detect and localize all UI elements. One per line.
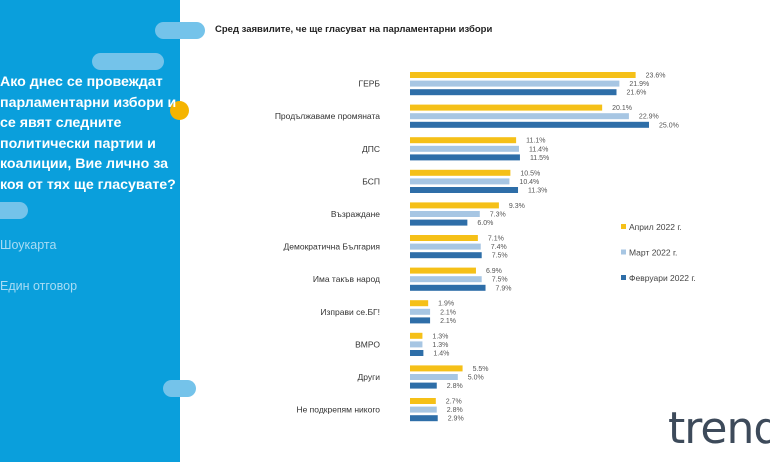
data-label: 7.3% xyxy=(490,212,506,219)
bar xyxy=(410,341,423,348)
category-label: ДПС xyxy=(362,144,380,154)
data-label: 10.5% xyxy=(520,170,540,177)
bar xyxy=(410,382,437,389)
data-label: 5.5% xyxy=(473,366,489,373)
category-label: Продължаваме промяната xyxy=(275,111,380,121)
data-label: 7.1% xyxy=(488,236,504,243)
meta-single-answer: Един отговор xyxy=(0,279,78,293)
bar xyxy=(410,121,649,128)
bar xyxy=(410,284,486,291)
data-label: 20.1% xyxy=(612,105,632,112)
data-label: 2.8% xyxy=(447,383,463,390)
bar xyxy=(410,374,458,380)
data-label: 11.3% xyxy=(528,188,547,195)
bar xyxy=(410,243,481,250)
bar xyxy=(410,317,431,324)
data-label: 6.9% xyxy=(486,268,502,275)
category-label: Не подкрепям никого xyxy=(296,405,380,415)
bar xyxy=(410,406,437,413)
data-label: 2.1% xyxy=(440,318,456,325)
data-label: 10.4% xyxy=(519,179,539,186)
decor-pill xyxy=(92,53,164,70)
bar xyxy=(410,235,478,241)
data-label: 7.5% xyxy=(492,253,508,260)
decor-pill xyxy=(0,202,28,219)
bar xyxy=(410,169,511,176)
bar xyxy=(410,113,629,120)
bar xyxy=(410,72,636,78)
bar xyxy=(410,350,424,356)
data-label: 21.6% xyxy=(626,90,646,97)
bar xyxy=(410,137,517,144)
data-label: 7.5% xyxy=(492,277,508,284)
category-label: Демократична България xyxy=(284,242,381,252)
category-label: Има такъв народ xyxy=(313,274,380,284)
decor-pill xyxy=(163,380,196,397)
question-text: Ако днес се провеждат парламентарни избо… xyxy=(0,74,177,193)
category-label: Изправи се.БГ! xyxy=(320,307,380,317)
bar xyxy=(410,300,429,307)
bar xyxy=(410,89,617,96)
data-label: 11.4% xyxy=(529,146,548,153)
decor-dot xyxy=(170,101,189,120)
bar xyxy=(410,308,431,315)
chart-title: Сред заявилите, че ще гласуват на парлам… xyxy=(215,24,493,35)
data-label: 11.5% xyxy=(530,155,549,162)
bar xyxy=(410,365,463,372)
bar xyxy=(410,154,520,161)
decor-pill xyxy=(155,22,205,39)
bar xyxy=(410,202,499,209)
bar xyxy=(410,187,519,193)
category-label: ГЕРБ xyxy=(358,79,380,89)
question-panel xyxy=(0,0,180,462)
data-label: 1.9% xyxy=(438,301,454,308)
legend-swatch xyxy=(621,249,626,255)
data-label: 21.9% xyxy=(629,81,649,88)
bar xyxy=(410,178,510,185)
data-label: 5.0% xyxy=(468,375,484,382)
bar xyxy=(410,211,480,217)
data-label: 7.4% xyxy=(491,244,507,251)
data-label: 1.3% xyxy=(432,342,448,349)
legend-swatch xyxy=(621,275,626,280)
legend-label: Февруари 2022 г. xyxy=(629,273,696,283)
data-label: 2.8% xyxy=(447,407,463,414)
bar xyxy=(410,276,482,283)
meta-showcard: Шоукарта xyxy=(0,238,57,252)
bar xyxy=(410,252,482,259)
bar xyxy=(410,104,603,111)
legend-label: Април 2022 г. xyxy=(629,222,682,232)
bar xyxy=(410,219,468,226)
legend-label: Март 2022 г. xyxy=(629,248,677,258)
data-label: 7.9% xyxy=(496,285,512,292)
category-label: Възраждане xyxy=(331,209,380,219)
data-label: 2.1% xyxy=(440,309,456,316)
logo: trend xyxy=(668,403,770,454)
data-label: 6.0% xyxy=(477,220,493,227)
data-label: 2.7% xyxy=(446,399,462,406)
bar xyxy=(410,415,438,422)
bar xyxy=(410,332,423,339)
data-label: 11.1% xyxy=(526,138,545,145)
bar xyxy=(410,145,519,152)
category-label: ВМРО xyxy=(355,339,380,349)
bar xyxy=(410,80,620,87)
data-label: 22.9% xyxy=(639,114,659,121)
category-label: БСП xyxy=(362,176,380,186)
data-label: 23.6% xyxy=(646,73,666,80)
legend-swatch xyxy=(621,224,626,229)
data-label: 2.9% xyxy=(448,416,464,423)
data-label: 1.4% xyxy=(433,351,449,358)
data-label: 9.3% xyxy=(509,203,525,210)
bar xyxy=(410,267,476,274)
data-label: 1.3% xyxy=(432,333,448,340)
data-label: 25.0% xyxy=(659,122,679,129)
category-label: Други xyxy=(358,372,381,382)
bar xyxy=(410,398,436,404)
